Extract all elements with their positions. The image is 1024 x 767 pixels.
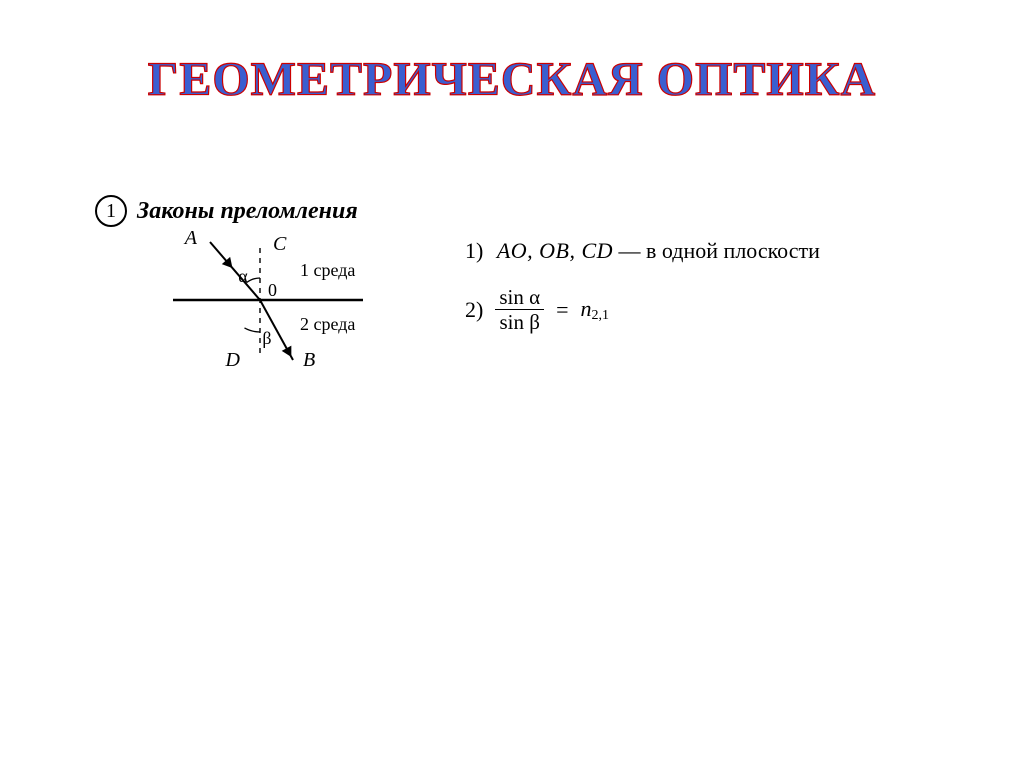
law2-frac-top: sin α [495, 286, 544, 308]
law2-rhs-base: n [581, 296, 592, 321]
refraction-diagram: A C 0 D Bα β 1 среда 2 среда [95, 230, 415, 370]
content-row: A C 0 D Bα β 1 среда 2 среда 1) AO, OB, CD — в … [95, 230, 820, 370]
laws-block: 1) AO, OB, CD — в одной плоскости 2) sin… [465, 230, 820, 333]
law1-segments: AO, OB, CD [497, 238, 613, 263]
svg-text:1 среда: 1 среда [300, 260, 355, 280]
section-heading: Законы преломления [137, 198, 358, 225]
svg-text:2 среда: 2 среда [300, 314, 355, 334]
page-title: ГЕОМЕТРИЧЕСКАЯ ОПТИКА [0, 52, 1024, 107]
section-header-row: 1 Законы преломления [95, 195, 358, 227]
section-header: 1 Законы преломления [95, 195, 358, 227]
law1-text: в одной плоскости [646, 238, 820, 263]
law2-rhs-sub: 2,1 [592, 308, 610, 323]
law-2: 2) sin α sin β = n2,1 [465, 286, 820, 333]
law2-frac-bot: sin β [495, 311, 543, 333]
law2-equals: = [556, 297, 568, 323]
law2-rhs: n2,1 [581, 296, 610, 324]
svg-text:C: C [273, 233, 287, 255]
svg-text:D: D [225, 349, 241, 370]
svg-text:A: A [183, 230, 198, 249]
svg-text:β: β [262, 328, 271, 348]
law2-fraction: sin α sin β [495, 286, 544, 333]
section-number-badge: 1 [95, 195, 127, 227]
svg-text:B: B [303, 349, 315, 370]
law2-prefix: 2) [465, 297, 483, 323]
page: ГЕОМЕТРИЧЕСКАЯ ОПТИКА 1 Законы преломлен… [0, 0, 1024, 767]
law1-prefix: 1) [465, 238, 483, 263]
diagram-svg: A C 0 D Bα β 1 среда 2 среда [95, 230, 415, 370]
law1-dash: — [619, 238, 641, 263]
svg-text:α: α [238, 266, 248, 286]
law-1: 1) AO, OB, CD — в одной плоскости [465, 238, 820, 264]
svg-text:0: 0 [268, 280, 277, 300]
